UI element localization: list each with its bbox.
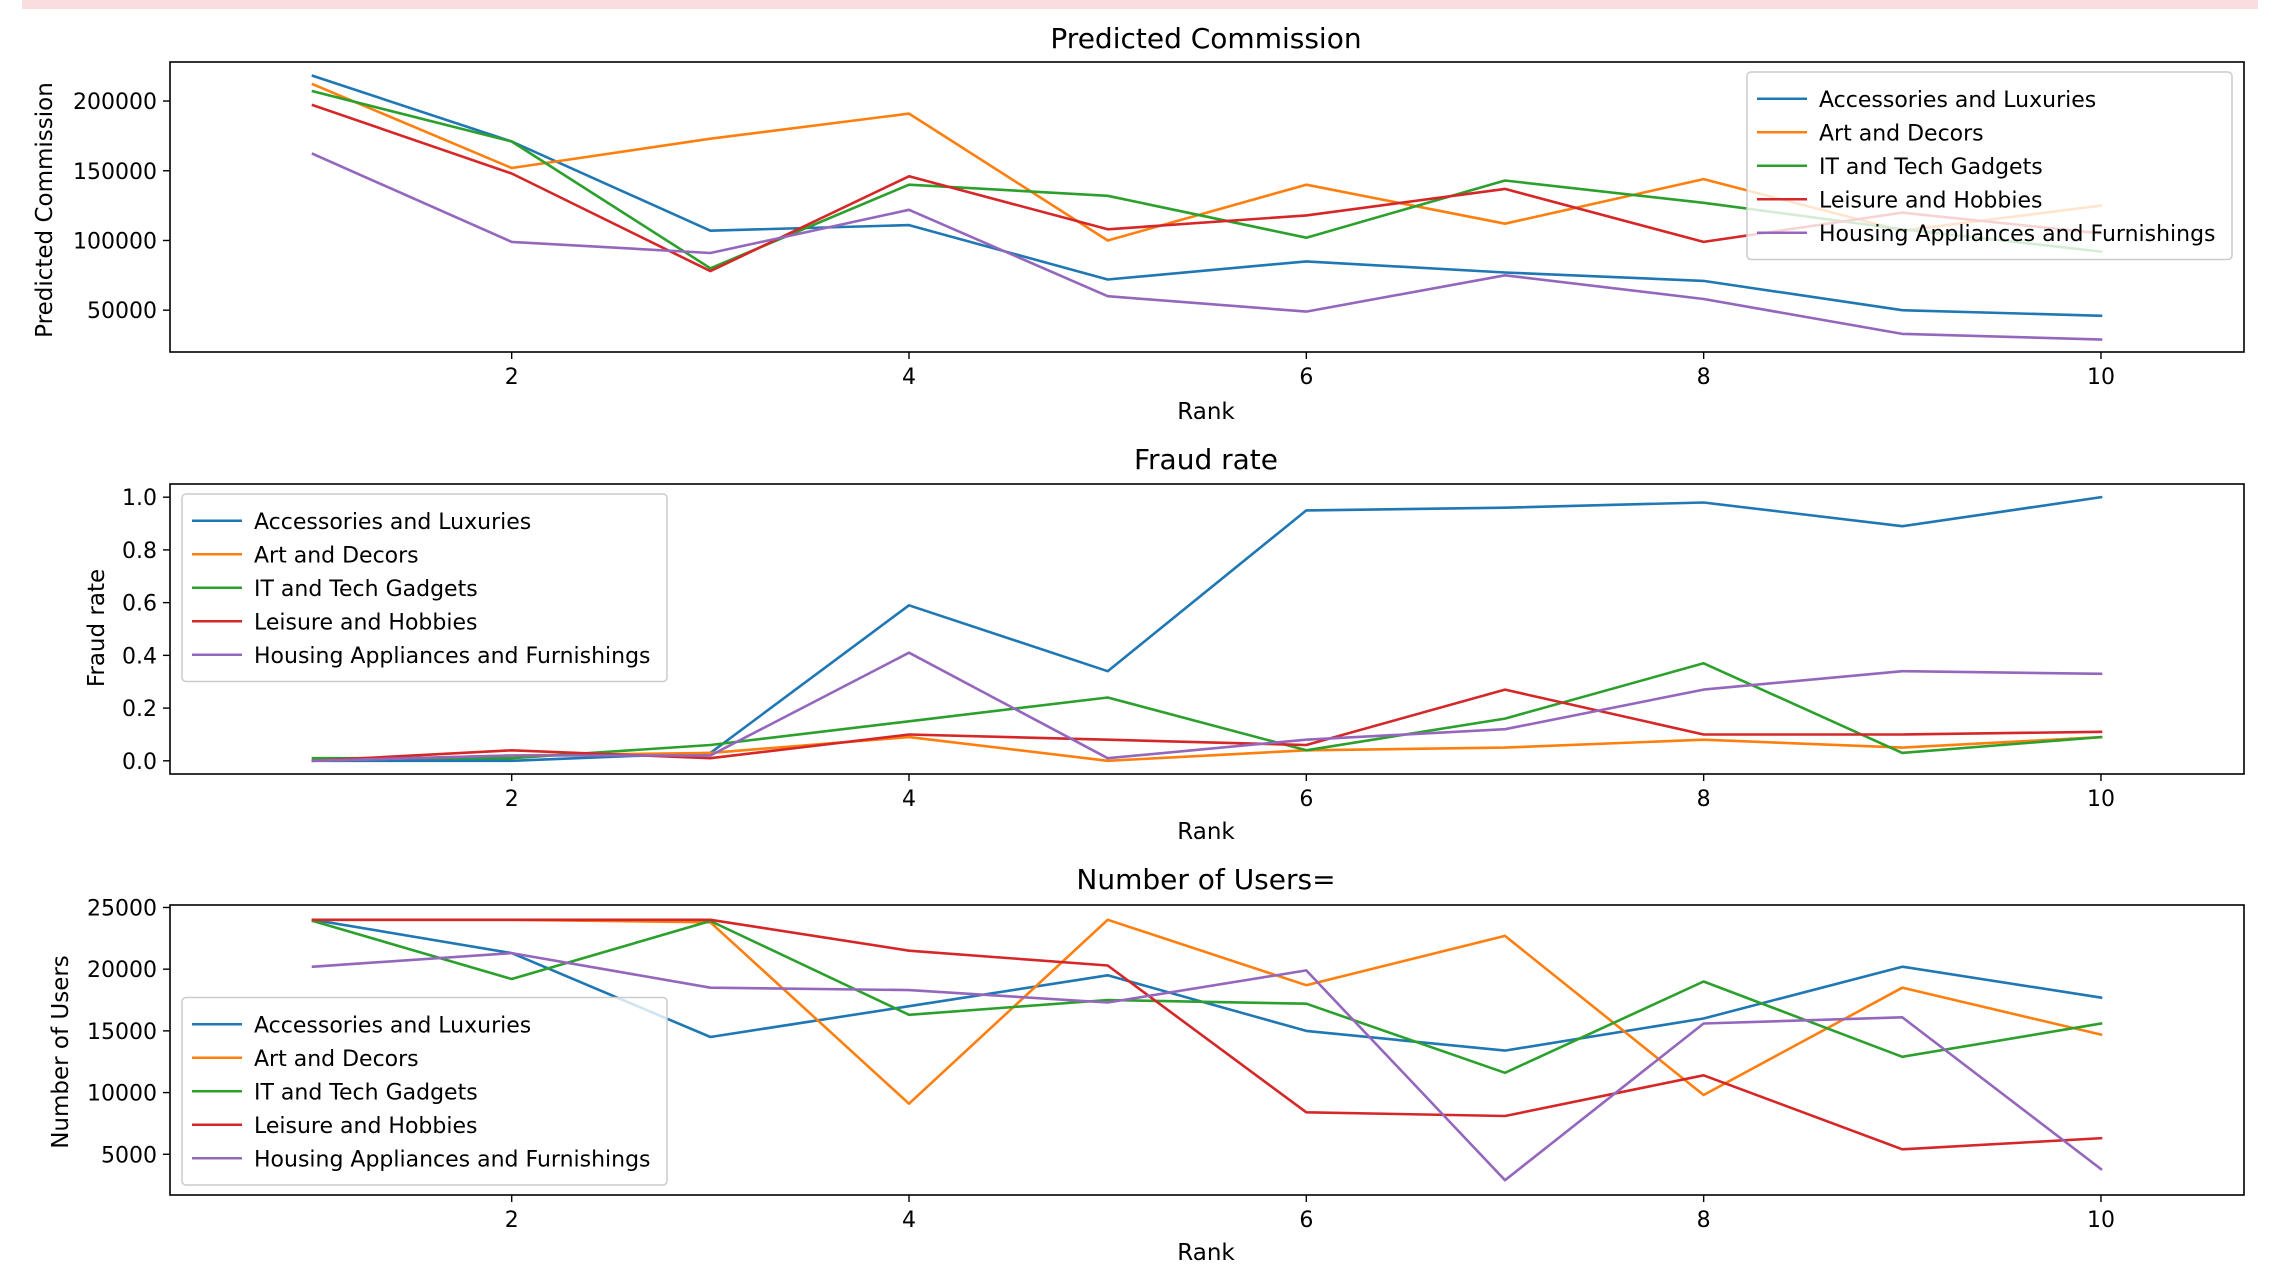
series-line-housing-appliances-and-furnishings <box>311 951 2103 1182</box>
x-tick-label: 10 <box>2087 1208 2115 1233</box>
legend-label: Housing Appliances and Furnishings <box>254 1147 651 1172</box>
x-tick-label: 8 <box>1697 787 1711 812</box>
series-line-accessories-and-luxuries <box>311 495 2103 763</box>
legend-label: IT and Tech Gadgets <box>254 1080 478 1105</box>
y-axis-label: Number of Users <box>48 955 74 1149</box>
x-tick-label: 10 <box>2087 787 2115 812</box>
chart-number-of-users: Number of Users= Number of Users Rank 2 4… <box>48 863 2245 1266</box>
y-tick-label: 10000 <box>87 1082 157 1107</box>
chart-title: Predicted Commission <box>1050 22 1361 55</box>
y-axis-label: Fraud rate <box>84 569 110 687</box>
legend-label: Leisure and Hobbies <box>1819 188 2042 213</box>
y-tick-label: 150000 <box>73 160 157 185</box>
legend-label: IT and Tech Gadgets <box>254 577 478 602</box>
x-tick-label: 4 <box>902 1208 916 1233</box>
legend-label: Art and Decors <box>1819 121 1984 146</box>
legend: Accessories and Luxuries Art and Decors IT… <box>181 996 668 1186</box>
chart-fraud-rate: Fraud rate Fraud rate Rank 2 4 6 8 10 0.0 0.2 0… <box>84 443 2245 845</box>
y-tick-label: 25000 <box>87 896 157 921</box>
y-tick-label: 0.0 <box>122 750 157 775</box>
x-tick-label: 2 <box>505 787 519 812</box>
y-axis-label: Predicted Commission <box>32 82 58 338</box>
y-tick-label: 50000 <box>87 299 157 324</box>
legend-label: Art and Decors <box>254 543 419 568</box>
y-tick-label: 0.4 <box>122 644 157 669</box>
legend-label: Accessories and Luxuries <box>254 1013 531 1038</box>
plot-frame <box>169 483 2245 775</box>
series-line-it-and-tech-gadgets <box>311 661 2103 760</box>
plot-frame <box>169 904 2245 1196</box>
legend-frame <box>1746 71 2233 261</box>
x-tick-label: 4 <box>902 787 916 812</box>
series-line-leisure-and-hobbies <box>311 918 2103 1151</box>
legend-label: Art and Decors <box>254 1047 419 1072</box>
plot-frame <box>169 61 2245 353</box>
chart-title: Number of Users= <box>1076 863 1335 896</box>
legend: Accessories and Luxuries Art and Decors IT… <box>181 493 668 683</box>
legend-frame <box>181 996 668 1186</box>
series-line-accessories-and-luxuries <box>311 74 2103 318</box>
x-tick-label: 2 <box>505 1208 519 1233</box>
x-tick-label: 6 <box>1299 1208 1313 1233</box>
x-tick-label: 4 <box>902 365 916 390</box>
legend-frame <box>181 493 668 683</box>
top-accent-band <box>22 0 2258 9</box>
x-tick-label: 8 <box>1697 365 1711 390</box>
x-tick-label: 8 <box>1697 1208 1711 1233</box>
x-tick-label: 6 <box>1299 365 1313 390</box>
y-tick-label: 0.8 <box>122 539 157 564</box>
y-tick-label: 0.2 <box>122 697 157 722</box>
legend-label: Leisure and Hobbies <box>254 1114 477 1139</box>
x-axis-label: Rank <box>1177 1240 1235 1266</box>
y-tick-label: 0.6 <box>122 592 157 617</box>
chart-predicted-commission: Predicted Commission Predicted Commissio… <box>32 22 2245 425</box>
y-tick-label: 100000 <box>73 229 157 254</box>
legend-label: Housing Appliances and Furnishings <box>254 644 651 669</box>
legend-label: IT and Tech Gadgets <box>1819 155 2043 180</box>
y-tick-label: 1.0 <box>122 486 157 511</box>
series-line-housing-appliances-and-furnishings <box>311 152 2103 341</box>
legend-label: Housing Appliances and Furnishings <box>1819 222 2216 247</box>
x-tick-label: 10 <box>2087 365 2115 390</box>
x-axis-label: Rank <box>1177 399 1235 425</box>
legend-label: Accessories and Luxuries <box>1819 88 2096 113</box>
chart-title: Fraud rate <box>1134 443 1278 476</box>
x-tick-label: 2 <box>505 365 519 390</box>
legend-label: Leisure and Hobbies <box>254 610 477 635</box>
legend-label: Accessories and Luxuries <box>254 510 531 535</box>
x-tick-label: 6 <box>1299 787 1313 812</box>
y-tick-label: 15000 <box>87 1020 157 1045</box>
legend: Accessories and Luxuries Art and Decors IT… <box>1746 71 2233 261</box>
x-axis-label: Rank <box>1177 819 1235 845</box>
y-tick-label: 20000 <box>87 958 157 983</box>
series-line-housing-appliances-and-furnishings <box>311 651 2103 763</box>
y-tick-label: 5000 <box>101 1143 157 1168</box>
y-tick-label: 200000 <box>73 90 157 115</box>
